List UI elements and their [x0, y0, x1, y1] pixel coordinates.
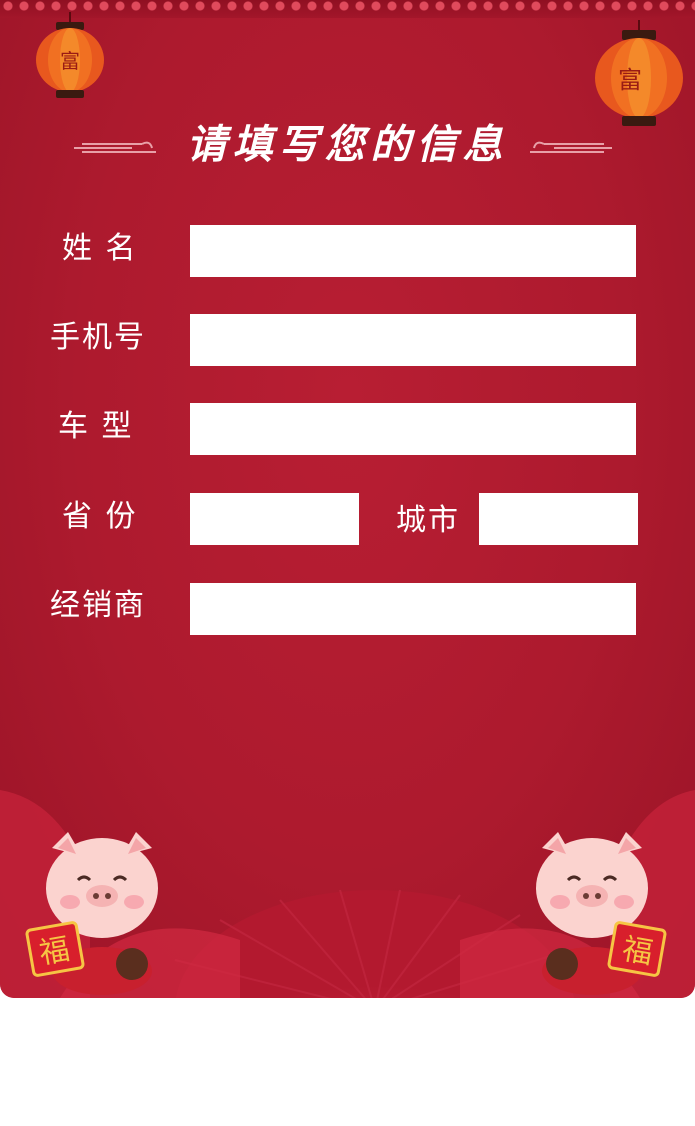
city-label: 城市: [396, 503, 460, 538]
cloud-swirl-icon: [74, 141, 156, 153]
province-field[interactable]: [190, 493, 359, 545]
province-label: 省 份: [62, 499, 138, 534]
car-model-field[interactable]: [190, 403, 636, 455]
name-label: 姓 名: [62, 231, 138, 266]
phone-field[interactable]: [190, 314, 636, 366]
phone-label: 手机号: [50, 320, 146, 355]
lantern-icon: 富: [36, 12, 104, 98]
dealer-field[interactable]: [190, 583, 636, 635]
lantern-character: 富: [618, 66, 642, 94]
page-title: 请填写您的信息: [186, 122, 509, 168]
form-card: 富 富 请填写您的信息 姓 名 手机号 车 型 省 份 城市 经销商: [0, 0, 695, 998]
city-field[interactable]: [479, 493, 638, 545]
name-field[interactable]: [190, 225, 636, 277]
cloud-swirl-icon: [530, 141, 612, 153]
fu-character: 福: [37, 932, 73, 972]
pig-mascot-icon: 福: [25, 832, 158, 995]
fu-character: 福: [620, 932, 656, 972]
lantern-character: 富: [60, 49, 80, 73]
dealer-label: 经销商: [50, 588, 146, 623]
bead-border: [0, 0, 695, 18]
pig-mascot-icon: 福: [536, 832, 667, 995]
lantern-icon: 富: [595, 20, 683, 126]
car-model-label: 车 型: [58, 409, 134, 444]
